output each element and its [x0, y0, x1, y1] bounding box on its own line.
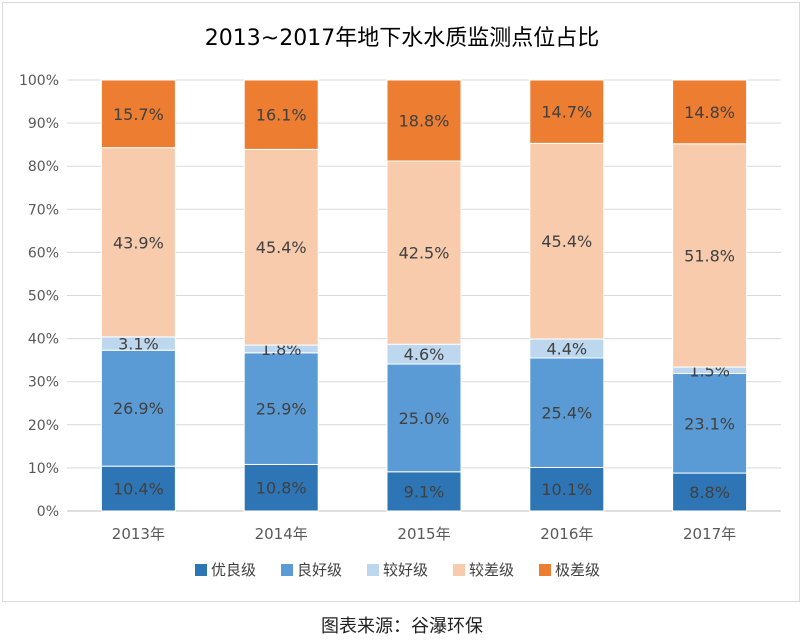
- x-tick-label: 2014年: [255, 525, 308, 543]
- source-caption: 图表来源：谷瀑环保: [321, 616, 483, 637]
- legend-swatch: [281, 564, 293, 576]
- data-label: 18.8%: [399, 112, 450, 131]
- y-tick-label: 20%: [28, 418, 59, 434]
- data-label: 23.1%: [684, 414, 735, 433]
- data-label: 14.7%: [541, 103, 592, 122]
- x-tick-label: 2015年: [397, 525, 450, 543]
- bar-segment: [100, 349, 176, 467]
- data-label: 45.4%: [541, 232, 592, 251]
- bar-segment: [529, 142, 605, 340]
- bar-segment: [243, 352, 319, 465]
- bars: 10.4%26.9%3.1%43.9%15.7%10.8%25.9%1.8%45…: [100, 79, 748, 512]
- x-tick-label: 2016年: [540, 525, 593, 543]
- data-label: 25.4%: [541, 404, 592, 423]
- y-tick-label: 0%: [37, 504, 59, 520]
- legend: 优良级 良好级 较好级 较差级 极差级: [195, 561, 600, 579]
- data-label: 42.5%: [399, 244, 450, 263]
- bar-segment: [100, 147, 176, 338]
- data-label: 51.8%: [684, 246, 735, 265]
- data-label: 25.9%: [256, 400, 307, 419]
- chart-frame: 2013~2017年地下水水质监测点位占比 0% 10% 20% 30% 40% 50% 6…: [2, 2, 800, 602]
- bar-segment: [100, 465, 176, 512]
- bar-segment: [386, 471, 462, 512]
- bar-segment: [529, 79, 605, 144]
- legend-swatch: [453, 564, 465, 576]
- bar-segment: [243, 463, 319, 512]
- bar-segment: [672, 472, 748, 512]
- y-tick-label: 100%: [19, 73, 59, 89]
- legend-swatch: [195, 564, 207, 576]
- x-axis: 2013年 2014年 2015年 2016年 2017年: [112, 525, 736, 543]
- data-label: 10.8%: [256, 479, 307, 498]
- stacked-bar-chart: 2013~2017年地下水水质监测点位占比 0% 10% 20% 30% 40% 50% 6…: [19, 26, 781, 579]
- legend-swatch: [367, 564, 379, 576]
- bar-segment: [386, 79, 462, 162]
- y-tick-label: 80%: [28, 159, 59, 175]
- data-label: 25.0%: [399, 409, 450, 428]
- y-tick-label: 50%: [28, 289, 59, 305]
- data-label: 45.4%: [256, 238, 307, 257]
- data-label: 8.8%: [689, 483, 730, 502]
- data-label: 14.8%: [684, 103, 735, 122]
- legend-label: 较差级: [469, 561, 514, 579]
- data-label: 43.9%: [113, 233, 164, 252]
- data-label: 9.1%: [404, 482, 445, 501]
- data-label: 4.4%: [546, 340, 587, 359]
- bar-segment: [672, 373, 748, 474]
- chart-title: 2013~2017年地下水水质监测点位占比: [205, 26, 599, 51]
- bar-segment: [100, 79, 176, 149]
- y-tick-label: 40%: [28, 332, 59, 348]
- y-tick-label: 30%: [28, 375, 59, 391]
- x-tick-label: 2017年: [683, 525, 736, 543]
- data-label: 3.1%: [118, 335, 159, 354]
- bar-segment: [529, 357, 605, 468]
- legend-label: 良好级: [297, 561, 342, 579]
- y-axis: 0% 10% 20% 30% 40% 50% 60% 70% 80% 90% 100%: [19, 73, 59, 520]
- y-tick-label: 70%: [28, 202, 59, 218]
- bar-segment: [672, 79, 748, 145]
- data-label: 10.1%: [541, 480, 592, 499]
- bar-segment: [243, 148, 319, 346]
- legend-label: 极差级: [555, 561, 600, 579]
- data-label: 10.4%: [113, 480, 164, 499]
- bar-segment: [529, 466, 605, 512]
- legend-label: 较好级: [383, 561, 428, 579]
- x-tick-label: 2013年: [112, 525, 165, 543]
- data-label: 16.1%: [256, 106, 307, 125]
- data-label: 15.7%: [113, 105, 164, 124]
- data-label: 4.6%: [404, 345, 445, 364]
- legend-label: 优良级: [211, 561, 256, 579]
- data-label: 26.9%: [113, 399, 164, 418]
- y-tick-label: 10%: [28, 461, 59, 477]
- legend-swatch: [539, 564, 551, 576]
- y-tick-label: 60%: [28, 245, 59, 261]
- y-tick-label: 90%: [28, 116, 59, 132]
- bar-segment: [243, 79, 319, 150]
